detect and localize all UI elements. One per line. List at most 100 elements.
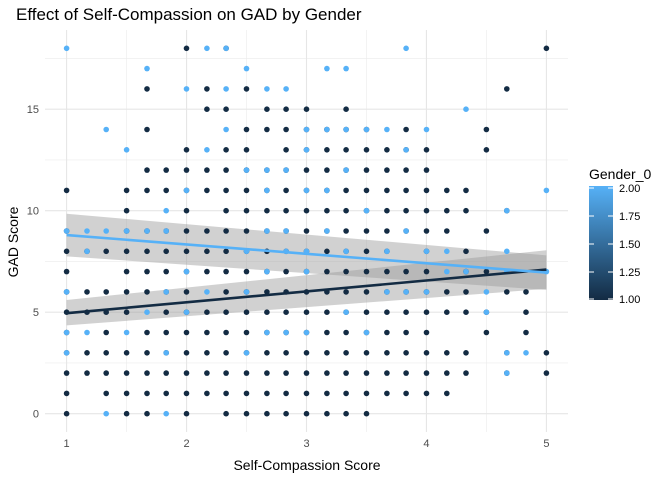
data-point [463, 106, 469, 112]
data-point [343, 370, 349, 376]
data-point [543, 187, 550, 194]
data-point [63, 350, 70, 356]
data-point [403, 370, 409, 376]
data-point [243, 268, 250, 275]
data-point [483, 289, 490, 295]
data-point [444, 350, 450, 356]
data-point [523, 350, 529, 356]
data-point [264, 268, 270, 275]
data-points [63, 45, 550, 417]
data-point [243, 147, 250, 153]
data-point [363, 228, 370, 234]
data-point [204, 45, 210, 52]
data-point [504, 207, 510, 214]
data-point [84, 248, 90, 255]
data-point [183, 370, 190, 376]
data-point [183, 86, 190, 92]
data-point [204, 390, 210, 397]
data-point [423, 126, 430, 133]
legend-label: 2.00 [619, 183, 640, 195]
data-point [144, 350, 150, 356]
data-point [363, 167, 370, 173]
data-point [243, 65, 250, 72]
data-point [243, 228, 250, 234]
data-point [343, 207, 349, 214]
data-point [423, 228, 430, 234]
data-point [63, 228, 70, 234]
data-point [264, 390, 270, 397]
data-point [363, 187, 370, 194]
data-point [463, 248, 469, 255]
data-point [423, 147, 430, 153]
y-tick-label: 5 [33, 307, 39, 319]
data-point [324, 167, 330, 173]
data-point [204, 248, 210, 255]
data-point [264, 350, 270, 356]
data-point [363, 207, 370, 214]
trend-line [66, 233, 547, 274]
data-point [264, 370, 270, 376]
data-point [403, 268, 409, 275]
data-point [283, 390, 289, 397]
data-point [343, 147, 349, 153]
data-point [343, 390, 349, 397]
data-point [204, 289, 210, 295]
data-point [343, 187, 349, 194]
data-point [384, 289, 390, 295]
data-point [144, 390, 150, 397]
data-point [123, 410, 130, 417]
data-point [423, 268, 430, 275]
data-point [483, 268, 490, 275]
data-point [403, 167, 409, 173]
data-point [243, 309, 250, 316]
data-point [243, 370, 250, 376]
data-point [163, 268, 169, 275]
data-point [204, 329, 210, 336]
data-point [183, 268, 190, 275]
data-point [444, 187, 450, 194]
data-point [423, 309, 430, 316]
data-point [204, 370, 210, 376]
data-point [504, 289, 510, 295]
data-point [303, 390, 310, 397]
data-point [444, 309, 450, 316]
data-point [343, 268, 349, 275]
data-point [183, 207, 190, 214]
data-point [363, 289, 370, 295]
data-point [324, 187, 330, 194]
data-point [243, 289, 250, 295]
data-point [103, 248, 109, 255]
data-point [183, 289, 190, 295]
data-point [123, 228, 130, 234]
data-point [223, 86, 229, 92]
x-tick-label: 4 [423, 438, 429, 450]
data-point [543, 370, 550, 376]
data-point [84, 228, 90, 234]
data-point [144, 289, 150, 295]
data-point [103, 410, 109, 417]
data-point [103, 289, 109, 295]
data-point [264, 167, 270, 173]
data-point [283, 187, 289, 194]
data-point [303, 228, 310, 234]
data-point [223, 207, 229, 214]
y-tick-label: 0 [33, 409, 39, 421]
data-point [403, 228, 409, 234]
data-point [183, 147, 190, 153]
data-point [223, 289, 229, 295]
data-point [363, 309, 370, 316]
data-point [103, 390, 109, 397]
data-point [324, 147, 330, 153]
data-point [384, 126, 390, 133]
data-point [123, 147, 130, 153]
data-point [163, 289, 169, 295]
data-point [223, 167, 229, 173]
data-point [303, 126, 310, 133]
trend-lines [66, 233, 547, 315]
data-point [123, 268, 130, 275]
data-point [264, 410, 270, 417]
data-point [264, 289, 270, 295]
data-point [384, 228, 390, 234]
data-point [264, 207, 270, 214]
data-point [423, 350, 430, 356]
